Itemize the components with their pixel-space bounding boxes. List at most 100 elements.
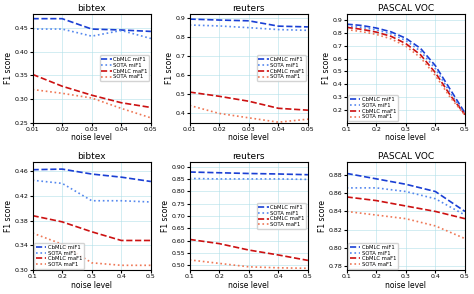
Line: SOTA miF1: SOTA miF1 (33, 180, 151, 202)
CbMLC miF1 (359, 24, 365, 27)
CbMLC miF1 (187, 17, 192, 21)
CbMLC miF1 (30, 17, 36, 20)
SOTA maF1 (187, 104, 192, 107)
SOTA miF1 (388, 32, 394, 36)
CbMLC maF1 (246, 248, 252, 252)
CbMLC maF1 (246, 99, 252, 103)
SOTA maF1 (187, 258, 192, 262)
Legend: CbMLC miF1, SOTA miF1, CbMLC maF1, SOTA maF1: CbMLC miF1, SOTA miF1, CbMLC maF1, SOTA … (256, 56, 306, 81)
CbMLC miF1 (59, 167, 65, 171)
CbMLC maF1 (216, 242, 222, 245)
CbMLC miF1 (462, 210, 468, 213)
CbMLC miF1 (216, 171, 222, 175)
Y-axis label: F1 score: F1 score (4, 52, 13, 84)
Line: SOTA maF1: SOTA maF1 (33, 89, 151, 118)
Legend: CbMLC miF1, SOTA miF1, CbMLC maF1, SOTA maF1: CbMLC miF1, SOTA miF1, CbMLC maF1, SOTA … (100, 56, 149, 81)
Y-axis label: F1 score: F1 score (165, 52, 174, 84)
X-axis label: noise level: noise level (71, 133, 112, 142)
SOTA miF1 (344, 186, 349, 190)
CbMLC miF1 (462, 111, 468, 115)
Legend: CbMLC miF1, SOTA miF1, CbMLC maF1, SOTA maF1: CbMLC miF1, SOTA miF1, CbMLC maF1, SOTA … (256, 203, 306, 229)
SOTA miF1 (216, 177, 222, 181)
SOTA maF1 (447, 96, 453, 99)
CbMLC miF1 (59, 17, 65, 20)
CbMLC miF1 (246, 172, 252, 175)
CbMLC miF1 (344, 22, 349, 26)
Title: bibtex: bibtex (77, 152, 106, 161)
CbMLC maF1 (374, 30, 379, 34)
CbMLC miF1 (118, 176, 124, 179)
SOTA miF1 (462, 213, 468, 217)
CbMLC maF1 (388, 35, 394, 38)
SOTA maF1 (433, 224, 438, 228)
SOTA miF1 (403, 39, 409, 42)
SOTA miF1 (418, 49, 423, 53)
SOTA miF1 (59, 27, 65, 31)
CbMLC maF1 (275, 253, 281, 257)
SOTA maF1 (89, 261, 95, 265)
CbMLC miF1 (374, 177, 379, 181)
CbMLC maF1 (344, 195, 349, 199)
CbMLC miF1 (216, 18, 222, 22)
CbMLC maF1 (433, 71, 438, 74)
Line: SOTA maF1: SOTA maF1 (33, 233, 151, 265)
SOTA miF1 (30, 178, 36, 182)
Line: CbMLC miF1: CbMLC miF1 (33, 169, 151, 181)
Line: CbMLC miF1: CbMLC miF1 (190, 19, 308, 27)
CbMLC miF1 (433, 64, 438, 67)
X-axis label: noise level: noise level (385, 281, 426, 290)
CbMLC maF1 (447, 93, 453, 97)
Line: CbMLC miF1: CbMLC miF1 (346, 24, 465, 113)
SOTA maF1 (433, 74, 438, 77)
SOTA maF1 (148, 263, 154, 267)
CbMLC miF1 (275, 24, 281, 28)
Title: PASCAL VOC: PASCAL VOC (378, 152, 434, 161)
CbMLC maF1 (89, 93, 95, 97)
SOTA maF1 (148, 116, 154, 120)
SOTA maF1 (344, 210, 349, 213)
CbMLC miF1 (89, 172, 95, 176)
X-axis label: noise level: noise level (385, 133, 426, 142)
SOTA maF1 (305, 117, 311, 121)
CbMLC miF1 (246, 19, 252, 23)
SOTA miF1 (447, 91, 453, 94)
Line: SOTA miF1: SOTA miF1 (190, 25, 308, 30)
SOTA miF1 (148, 37, 154, 40)
CbMLC maF1 (148, 106, 154, 109)
SOTA maF1 (89, 96, 95, 100)
Title: reuters: reuters (233, 152, 265, 161)
CbMLC maF1 (433, 210, 438, 213)
SOTA maF1 (59, 91, 65, 95)
Y-axis label: F1 score: F1 score (319, 200, 328, 232)
CbMLC maF1 (275, 106, 281, 110)
SOTA maF1 (246, 265, 252, 269)
SOTA miF1 (148, 200, 154, 204)
Line: SOTA maF1: SOTA maF1 (190, 260, 308, 268)
SOTA maF1 (403, 44, 409, 48)
CbMLC miF1 (388, 30, 394, 34)
SOTA maF1 (462, 113, 468, 117)
SOTA miF1 (433, 67, 438, 70)
SOTA miF1 (344, 24, 349, 28)
SOTA miF1 (374, 28, 379, 32)
SOTA maF1 (216, 262, 222, 265)
Line: CbMLC miF1: CbMLC miF1 (346, 173, 465, 211)
Legend: CbMLC miF1, SOTA miF1, CbMLC maF1, SOTA maF1: CbMLC miF1, SOTA miF1, CbMLC maF1, SOTA … (348, 96, 398, 121)
SOTA miF1 (246, 177, 252, 181)
SOTA miF1 (433, 197, 438, 201)
Line: CbMLC miF1: CbMLC miF1 (190, 172, 308, 175)
Y-axis label: F1 score: F1 score (322, 52, 331, 84)
CbMLC maF1 (30, 73, 36, 76)
SOTA miF1 (246, 26, 252, 29)
Title: bibtex: bibtex (77, 4, 106, 13)
Line: SOTA maF1: SOTA maF1 (346, 29, 465, 115)
Line: CbMLC maF1: CbMLC maF1 (346, 27, 465, 115)
Line: CbMLC miF1: CbMLC miF1 (33, 19, 151, 31)
X-axis label: noise level: noise level (228, 133, 269, 142)
SOTA maF1 (374, 33, 379, 36)
CbMLC maF1 (59, 220, 65, 224)
Y-axis label: F1 score: F1 score (4, 200, 13, 232)
SOTA maF1 (388, 37, 394, 41)
SOTA miF1 (305, 178, 311, 181)
CbMLC maF1 (118, 239, 124, 242)
